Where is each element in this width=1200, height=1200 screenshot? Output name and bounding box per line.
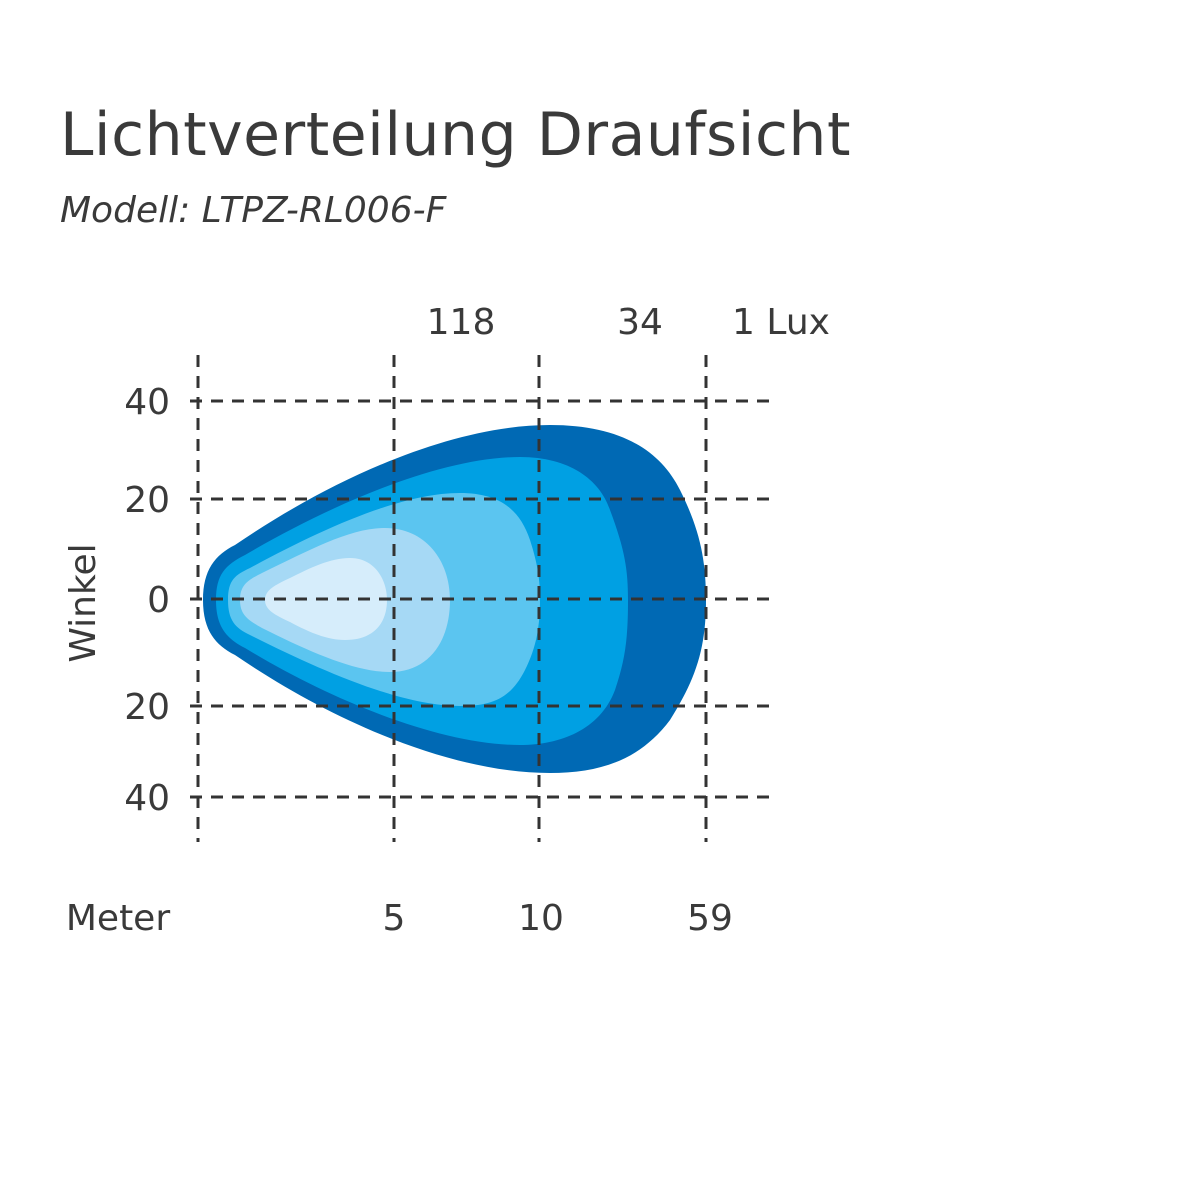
page-title: Lichtverteilung Draufsicht: [60, 100, 851, 170]
lux-labels: 118 34 1 Lux: [427, 302, 830, 343]
y-tick-label: 0: [147, 580, 170, 621]
y-tick-label: 20: [124, 480, 170, 521]
x-tick-label: 10: [518, 898, 564, 939]
lux-label: 118: [427, 302, 496, 343]
y-tick-label: 20: [124, 687, 170, 728]
lux-label: 1 Lux: [732, 302, 830, 343]
y-tick-label: 40: [124, 382, 170, 423]
x-tick-label: 5: [383, 898, 406, 939]
x-tick-labels: Meter 5 10 59: [66, 898, 733, 939]
x-axis-label: Meter: [66, 898, 170, 939]
y-tick-label: 40: [124, 778, 170, 819]
model-subtitle: Modell: LTPZ-RL006-F: [60, 190, 447, 231]
x-tick-label: 59: [687, 898, 733, 939]
lux-label: 34: [617, 302, 663, 343]
y-axis-label: Winkel: [63, 543, 104, 662]
y-tick-labels: 40 20 0 20 40: [124, 382, 170, 819]
grid: [190, 355, 772, 842]
